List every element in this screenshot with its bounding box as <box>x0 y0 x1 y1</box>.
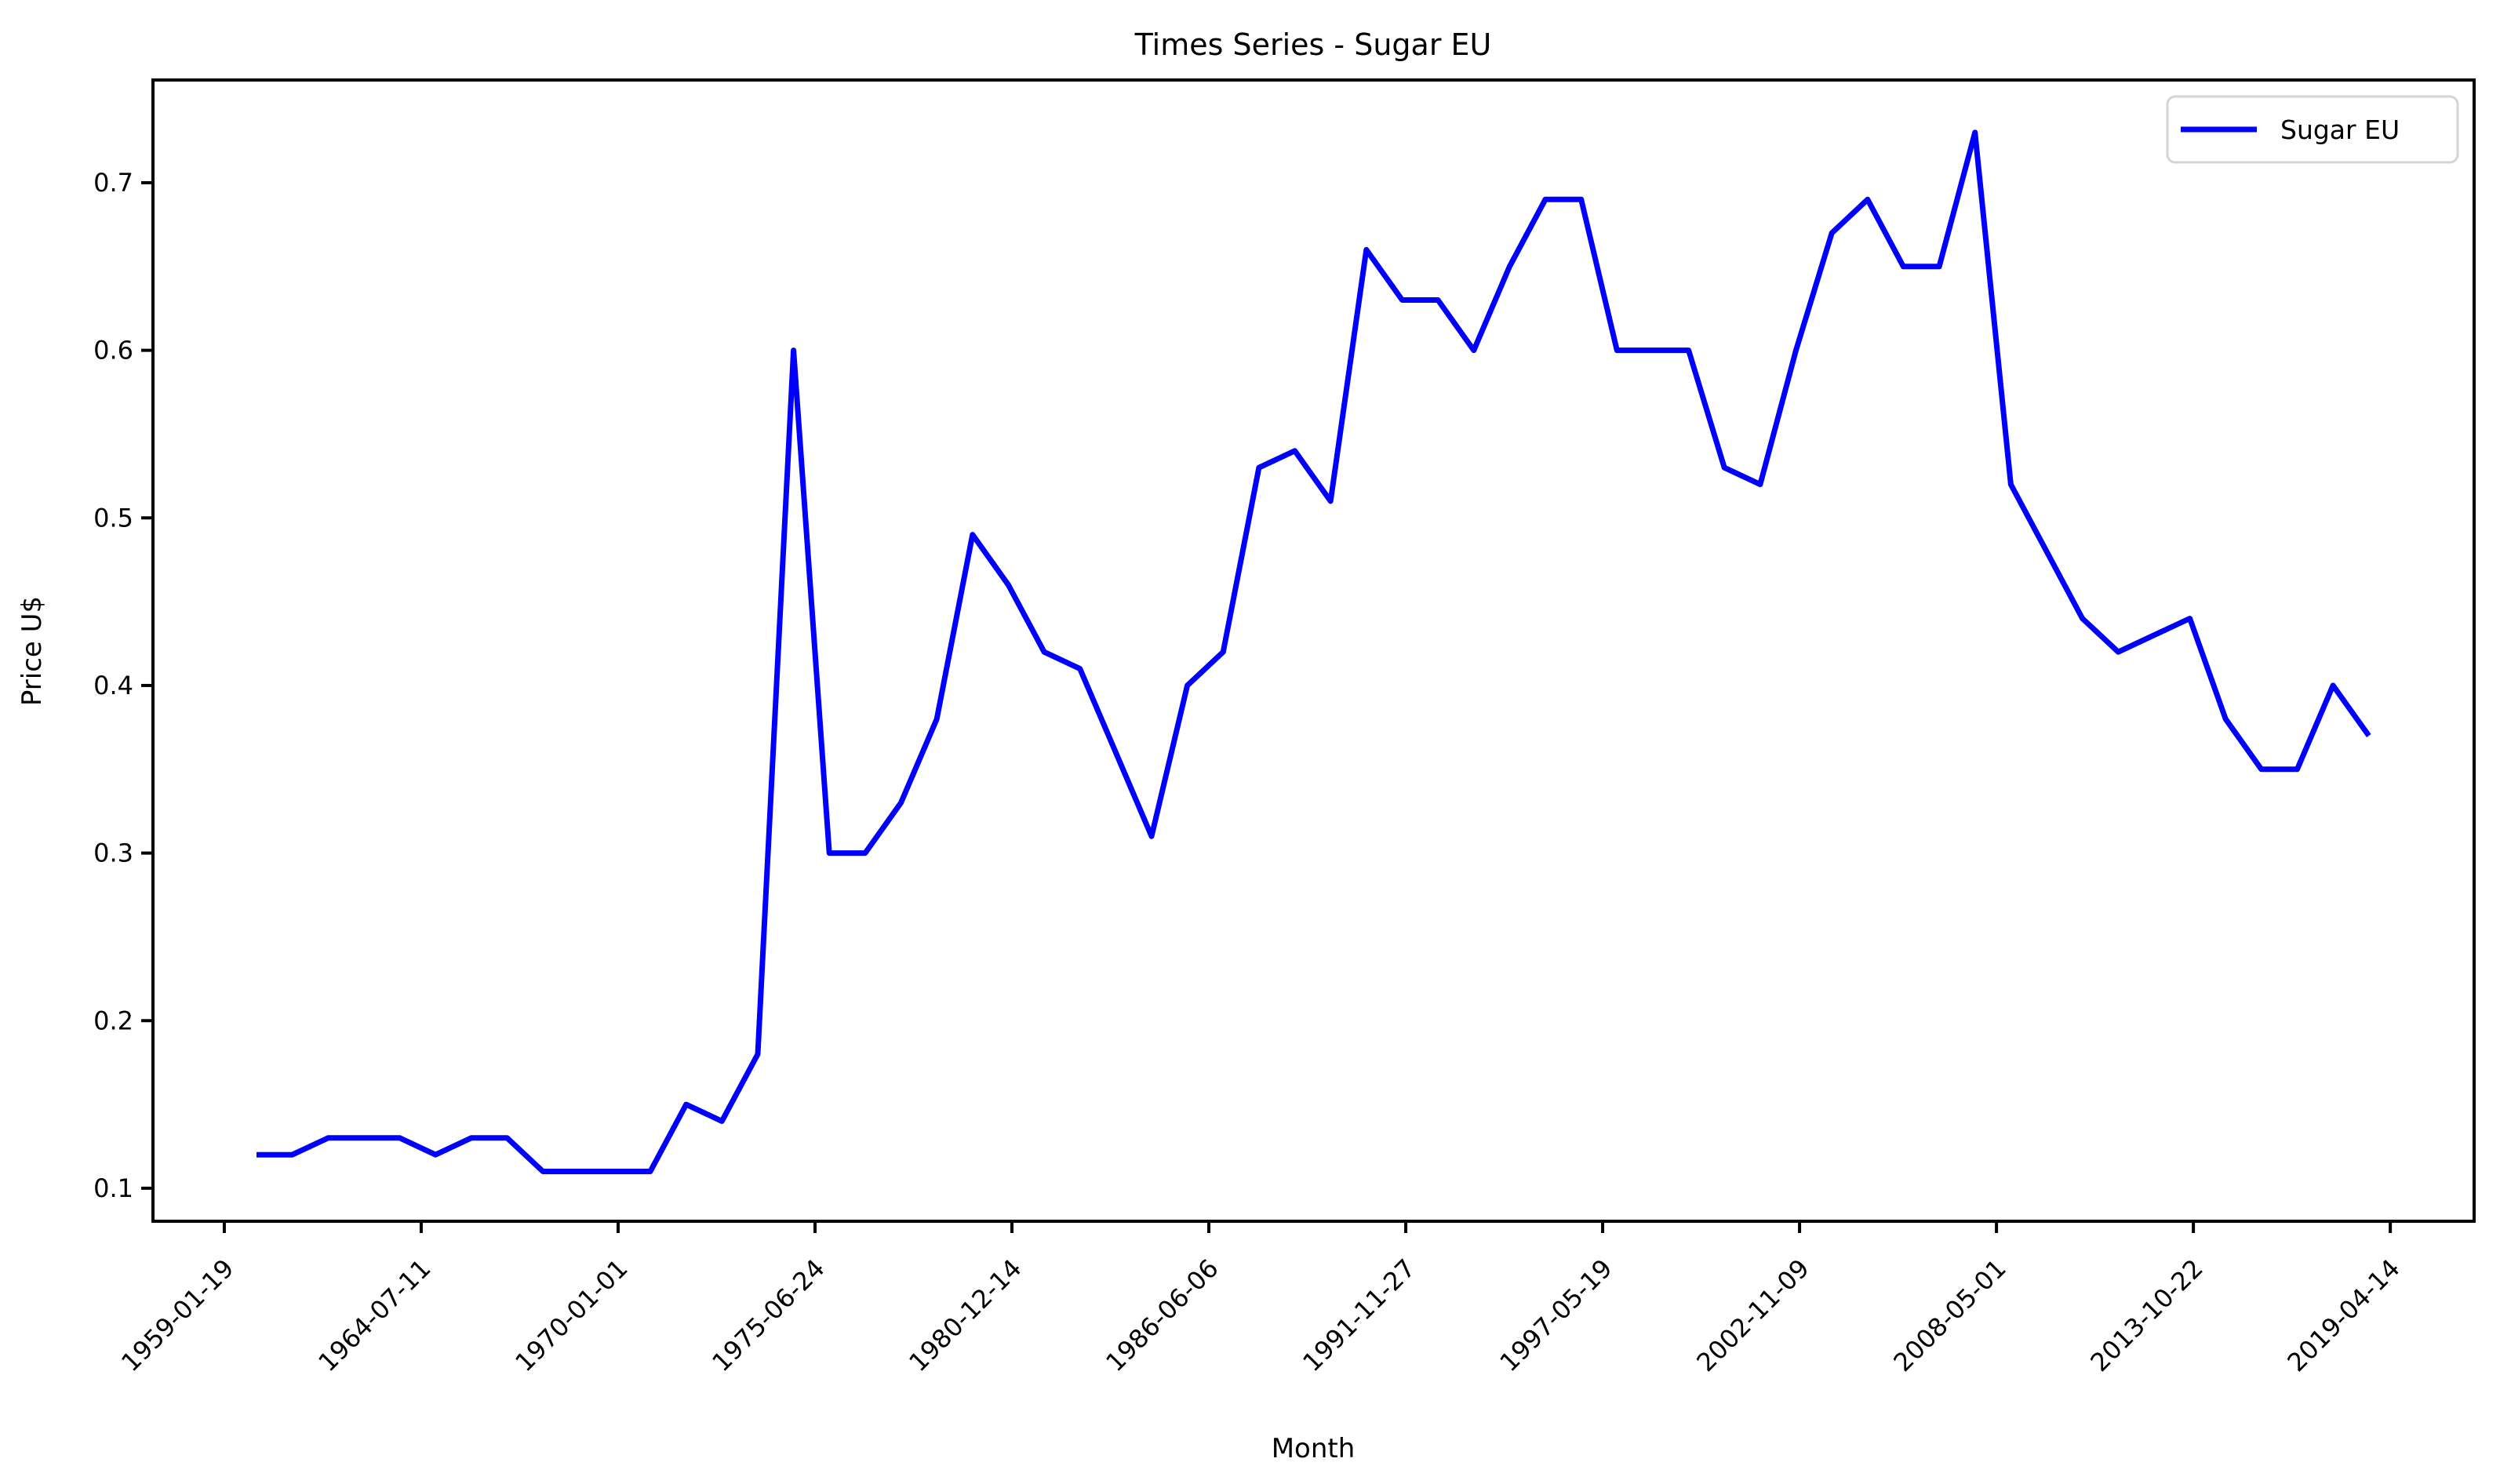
y-tick-label: 0.4 <box>93 671 133 700</box>
y-axis-ticks: 0.1 0.2 0.3 0.4 0.5 0.6 0.7 <box>93 168 153 1203</box>
y-tick-label: 0.6 <box>93 336 133 366</box>
legend: Sugar EU <box>2166 95 2459 164</box>
y-tick-label: 0.5 <box>93 503 133 533</box>
y-tick-label: 0.1 <box>93 1173 133 1203</box>
legend-label: Sugar EU <box>2280 115 2400 145</box>
plot-border <box>151 78 2476 1223</box>
y-axis-label: Price U$ <box>16 596 48 706</box>
legend-box <box>2166 95 2459 164</box>
plot-area <box>153 80 2474 1221</box>
y-tick-label: 0.7 <box>93 168 133 198</box>
y-tick-label: 0.2 <box>93 1006 133 1035</box>
x-axis-label: Month <box>1272 1433 1356 1464</box>
chart-title: Times Series - Sugar EU <box>1134 27 1492 62</box>
y-tick-label: 0.3 <box>93 838 133 868</box>
sugar-eu-line <box>257 129 2371 1174</box>
